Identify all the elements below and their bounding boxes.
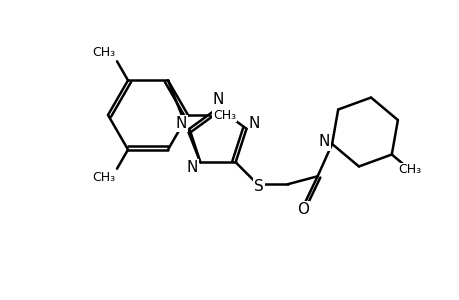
Text: N: N: [248, 116, 260, 131]
Text: CH₃: CH₃: [213, 109, 235, 122]
Text: CH₃: CH₃: [92, 46, 115, 59]
Text: N: N: [318, 134, 329, 149]
Text: CH₃: CH₃: [398, 164, 421, 176]
Text: N: N: [175, 116, 187, 131]
Text: CH₃: CH₃: [92, 171, 115, 184]
Text: N: N: [186, 160, 198, 175]
Text: O: O: [296, 202, 308, 217]
Text: S: S: [253, 179, 263, 194]
Text: N: N: [212, 92, 223, 106]
